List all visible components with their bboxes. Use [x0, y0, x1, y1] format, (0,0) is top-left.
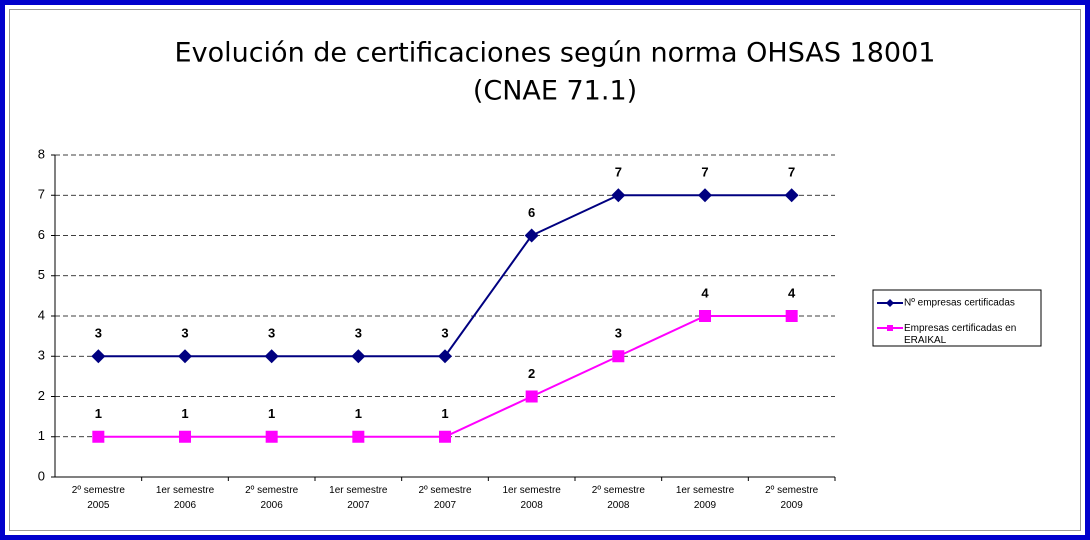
data-label: 2 [528, 366, 535, 381]
data-label: 3 [95, 326, 102, 341]
x-tick-label: 2º semestre 2007 [418, 485, 472, 511]
marker [785, 310, 798, 322]
y-tick-label: 0 [38, 468, 45, 483]
x-tick-label: 2º semestre 2005 [72, 485, 126, 511]
x-tick-label: 1er semestre 2006 [156, 485, 215, 511]
y-tick-label: 7 [38, 187, 45, 202]
marker [92, 430, 105, 443]
data-label: 7 [615, 165, 622, 180]
data-label: 4 [701, 285, 709, 300]
data-label: 1 [181, 406, 188, 421]
y-tick-label: 1 [38, 428, 45, 443]
y-tick-label: 4 [38, 307, 45, 322]
y-tick-label: 3 [38, 348, 45, 363]
y-tick-label: 5 [38, 267, 45, 282]
data-label: 3 [181, 326, 188, 341]
x-tick-label: 1er semestre 2009 [676, 485, 735, 511]
legend-marker [886, 299, 894, 307]
chart-border [9, 9, 1081, 531]
marker [524, 228, 539, 243]
data-label: 3 [441, 326, 448, 341]
y-tick-label: 2 [38, 388, 45, 403]
data-label: 1 [355, 406, 362, 421]
marker [525, 390, 538, 403]
x-tick-label: 2º semestre 2008 [592, 485, 646, 511]
y-tick-label: 8 [38, 146, 45, 161]
legend-label: Empresas certificadas en ERAIKAL [904, 323, 1016, 346]
x-tick-label: 1er semestre 2008 [502, 485, 561, 511]
data-label: 3 [355, 326, 362, 341]
data-label: 7 [788, 165, 795, 180]
data-label: 7 [701, 165, 708, 180]
marker [351, 349, 366, 364]
marker [611, 188, 626, 203]
marker [264, 349, 279, 364]
marker [178, 349, 192, 364]
marker [265, 430, 278, 443]
x-tick-label: 2º semestre 2006 [245, 485, 299, 511]
legend-box [872, 289, 1042, 347]
marker [91, 349, 106, 364]
chart-title: Evolución de certificaciones según norma… [175, 38, 936, 69]
marker [698, 188, 712, 203]
marker [179, 430, 191, 443]
data-label: 3 [615, 326, 622, 341]
data-label: 1 [441, 406, 448, 421]
chart-title: (CNAE 71.1) [473, 76, 637, 107]
x-tick-label: 2º semestre 2009 [765, 485, 819, 511]
legend-marker [887, 325, 893, 331]
marker [612, 350, 625, 363]
marker [438, 349, 452, 364]
marker [784, 188, 799, 203]
data-label: 1 [268, 406, 275, 421]
marker [699, 310, 711, 322]
x-tick-label: 1er semestre 2007 [329, 485, 388, 511]
data-label: 6 [528, 205, 535, 220]
data-label: 4 [788, 285, 796, 300]
marker [439, 430, 451, 443]
y-tick-label: 6 [38, 227, 45, 242]
marker [352, 430, 365, 443]
data-label: 1 [95, 406, 102, 421]
legend-label: Nº empresas certificadas [904, 298, 1015, 309]
data-label: 3 [268, 326, 275, 341]
